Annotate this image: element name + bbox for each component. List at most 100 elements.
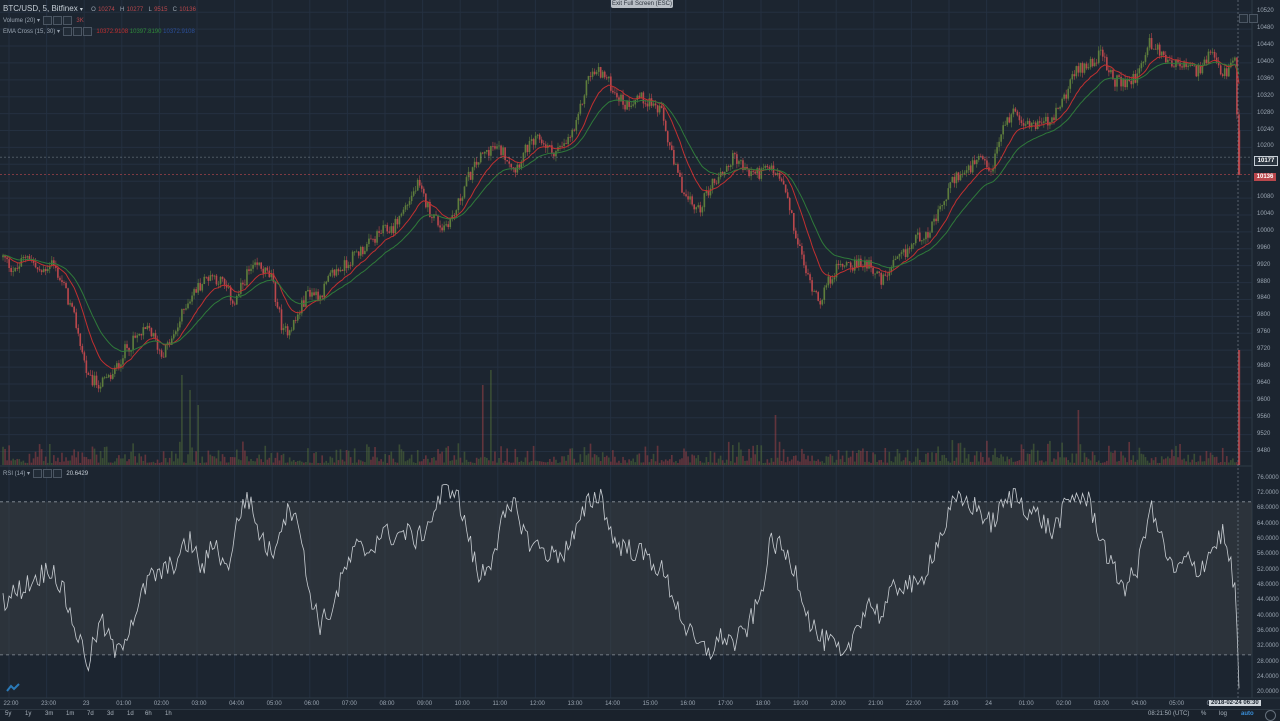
volume-bar (87, 459, 90, 465)
range-button-1m[interactable]: 1m (66, 711, 75, 717)
chevron-down-icon[interactable]: ▾ (79, 7, 83, 13)
close-icon[interactable] (52, 469, 62, 478)
range-button-6h[interactable]: 6h (145, 711, 152, 717)
volume-bar (1057, 451, 1059, 465)
chevron-down-icon[interactable]: ▾ (27, 471, 31, 478)
exit-fullscreen-button[interactable]: Exit Full Screen (ESC) (611, 0, 673, 8)
log-scale-button[interactable]: log (1219, 711, 1228, 717)
candle-body (199, 283, 202, 291)
volume-bar (504, 460, 506, 465)
time-axis-label: 21:00 (868, 701, 884, 707)
volume-bar (1065, 457, 1068, 465)
candle-body (549, 145, 551, 147)
volume-bar (16, 458, 19, 465)
volume-bar (1051, 461, 1053, 465)
rsi-study-label[interactable]: RSI (14) (3, 471, 26, 478)
range-button-3d[interactable]: 3d (107, 711, 114, 717)
ema-study-label[interactable]: EMA Cross (15, 30) (3, 29, 56, 36)
percent-scale-button[interactable]: % (1201, 711, 1207, 717)
volume-bar (99, 451, 102, 465)
volume-bar (668, 459, 671, 465)
volume-bar (1185, 461, 1187, 465)
candle-body (246, 269, 248, 286)
range-button-1d[interactable]: 1d (127, 711, 134, 717)
volume-bar (622, 456, 624, 465)
range-button-1y[interactable]: 1y (25, 711, 32, 717)
candle-body (1022, 122, 1025, 126)
close-pane-icon[interactable] (1249, 14, 1258, 23)
volume-legend[interactable]: Volume (20) ▾ 3K (3, 16, 84, 25)
volume-bar (742, 455, 744, 465)
volume-bar (1043, 462, 1045, 465)
candle-body (457, 198, 460, 211)
ema-legend[interactable]: EMA Cross (15, 30) ▾ 10372.9108 10397.81… (3, 27, 195, 36)
candle-body (575, 120, 578, 131)
volume-bar (660, 460, 663, 465)
volume-bar (583, 447, 586, 465)
range-button-5y[interactable]: 5y (5, 711, 12, 717)
eye-icon[interactable] (42, 16, 52, 25)
candle-body (288, 330, 291, 336)
volume-bar (770, 458, 773, 465)
volume-bar (762, 462, 765, 465)
candle-body (321, 295, 323, 298)
volume-bar (309, 462, 311, 465)
eye-icon[interactable] (62, 27, 72, 36)
volume-bar (935, 453, 937, 465)
pane-controls[interactable] (1238, 14, 1258, 23)
candle-body (451, 215, 454, 219)
volume-bar (1010, 457, 1013, 465)
close-icon[interactable] (62, 16, 72, 25)
candle-body (248, 269, 250, 272)
candle-body (138, 333, 141, 336)
volume-bar (1012, 461, 1015, 465)
candle-body (1199, 65, 1202, 74)
candle-body (1024, 124, 1027, 126)
candle-body (624, 104, 626, 110)
auto-scale-button[interactable]: auto (1241, 711, 1254, 717)
volume-bar (59, 462, 61, 465)
volume-bar (526, 450, 529, 465)
volume-bar (697, 455, 700, 465)
rsi-legend[interactable]: RSI (14) ▾ 20.6429 (3, 469, 88, 478)
time-axis-label: 04:00 (1131, 701, 1147, 707)
volume-bar (179, 441, 181, 465)
volume-bar (483, 456, 486, 465)
candle-body (359, 247, 362, 256)
settings-icon[interactable] (52, 16, 62, 25)
range-button-1h[interactable]: 1h (165, 711, 172, 717)
symbol-title[interactable]: BTC/USD, 5, Bitfinex (3, 4, 78, 13)
range-button-7d[interactable]: 7d (87, 711, 94, 717)
candle-body (819, 300, 822, 305)
volume-bar (908, 461, 911, 465)
chevron-down-icon[interactable]: ▾ (57, 29, 61, 36)
volume-bar (1030, 449, 1033, 465)
settings-gear-icon[interactable] (1265, 710, 1276, 721)
rsi-value: 20.6429 (66, 471, 89, 478)
time-axis-label: 04:00 (229, 701, 245, 707)
candle-body (327, 275, 330, 282)
price-axis-label: 10040 (1257, 210, 1274, 217)
chevron-down-icon[interactable]: ▾ (37, 18, 41, 25)
eye-icon[interactable] (32, 469, 42, 478)
settings-icon[interactable] (42, 469, 52, 478)
volume-bar (264, 445, 267, 465)
volume-bar (947, 461, 950, 465)
candle-body (420, 185, 423, 189)
maximize-pane-icon[interactable] (1239, 14, 1248, 23)
volume-bar (843, 462, 846, 465)
candle-body (528, 140, 531, 152)
rsi-axis-label: 60.0000 (1257, 536, 1279, 543)
candle-body (941, 205, 944, 207)
candle-body (860, 258, 862, 267)
volume-bar (1122, 455, 1124, 465)
volume-bar (1083, 452, 1086, 465)
volume-bar (1110, 452, 1112, 465)
close-icon[interactable] (82, 27, 92, 36)
settings-icon[interactable] (72, 27, 82, 36)
volume-study-label[interactable]: Volume (20) (3, 18, 36, 25)
range-button-3m[interactable]: 3m (45, 711, 54, 717)
symbol-legend[interactable]: BTC/USD, 5, Bitfinex ▾ O 10274 H 10277 L… (3, 4, 196, 13)
volume-bar (24, 462, 27, 465)
